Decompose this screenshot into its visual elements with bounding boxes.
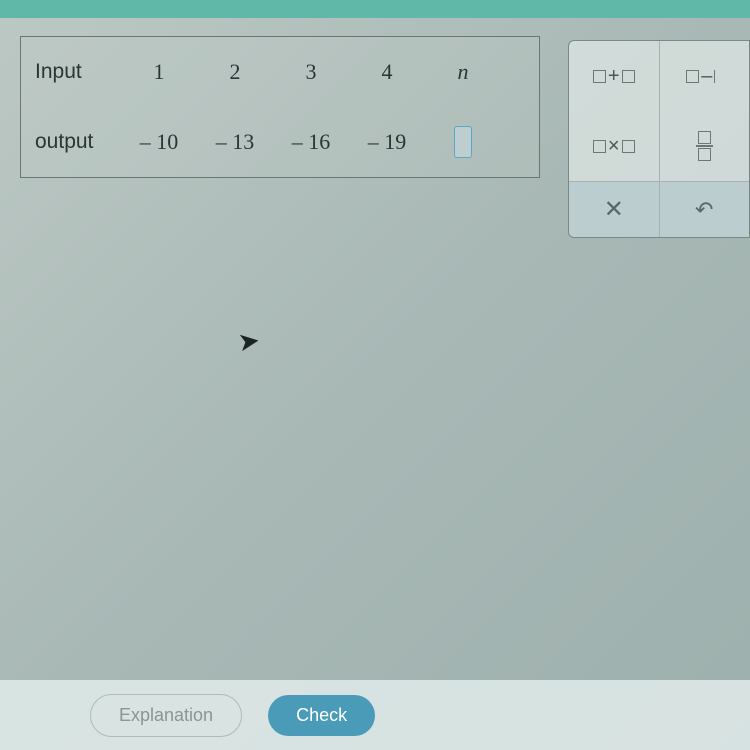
output-label: output	[35, 130, 121, 154]
output-val-2: – 13	[197, 129, 273, 155]
input-val-4: 4	[349, 59, 425, 85]
bottom-toolbar: Explanation Check	[0, 680, 750, 750]
main-content: Input 1 2 3 4 n output – 10 – 13 – 16 – …	[0, 18, 750, 680]
io-table: Input 1 2 3 4 n output – 10 – 13 – 16 – …	[20, 36, 540, 178]
keypad-multiply[interactable]: ×	[569, 111, 660, 181]
keypad-subtract[interactable]: –	[660, 41, 750, 111]
math-keypad: + – × ✕ ↶	[568, 40, 750, 238]
keypad-row-2: ×	[569, 111, 749, 181]
output-val-1: – 10	[121, 129, 197, 155]
output-answer-cell	[425, 126, 501, 158]
output-val-4: – 19	[349, 129, 425, 155]
input-val-2: 2	[197, 59, 273, 85]
input-row: Input 1 2 3 4 n	[21, 37, 539, 107]
keypad-fraction[interactable]	[660, 111, 750, 181]
keypad-add[interactable]: +	[569, 41, 660, 111]
keypad-bottom-row: ✕ ↶	[569, 181, 749, 237]
output-row: output – 10 – 13 – 16 – 19	[21, 107, 539, 177]
keypad-close[interactable]: ✕	[569, 182, 660, 237]
keypad-row-1: + –	[569, 41, 749, 111]
check-button[interactable]: Check	[268, 695, 375, 736]
output-val-3: – 16	[273, 129, 349, 155]
input-label: Input	[35, 60, 121, 84]
close-icon: ✕	[604, 195, 624, 224]
input-var-n: n	[425, 59, 501, 85]
answer-input-slot[interactable]	[454, 126, 472, 158]
keypad-undo[interactable]: ↶	[660, 182, 750, 237]
input-val-3: 3	[273, 59, 349, 85]
explanation-button[interactable]: Explanation	[90, 694, 242, 737]
input-val-1: 1	[121, 59, 197, 85]
undo-icon: ↶	[695, 197, 713, 223]
top-accent-bar	[0, 0, 750, 18]
